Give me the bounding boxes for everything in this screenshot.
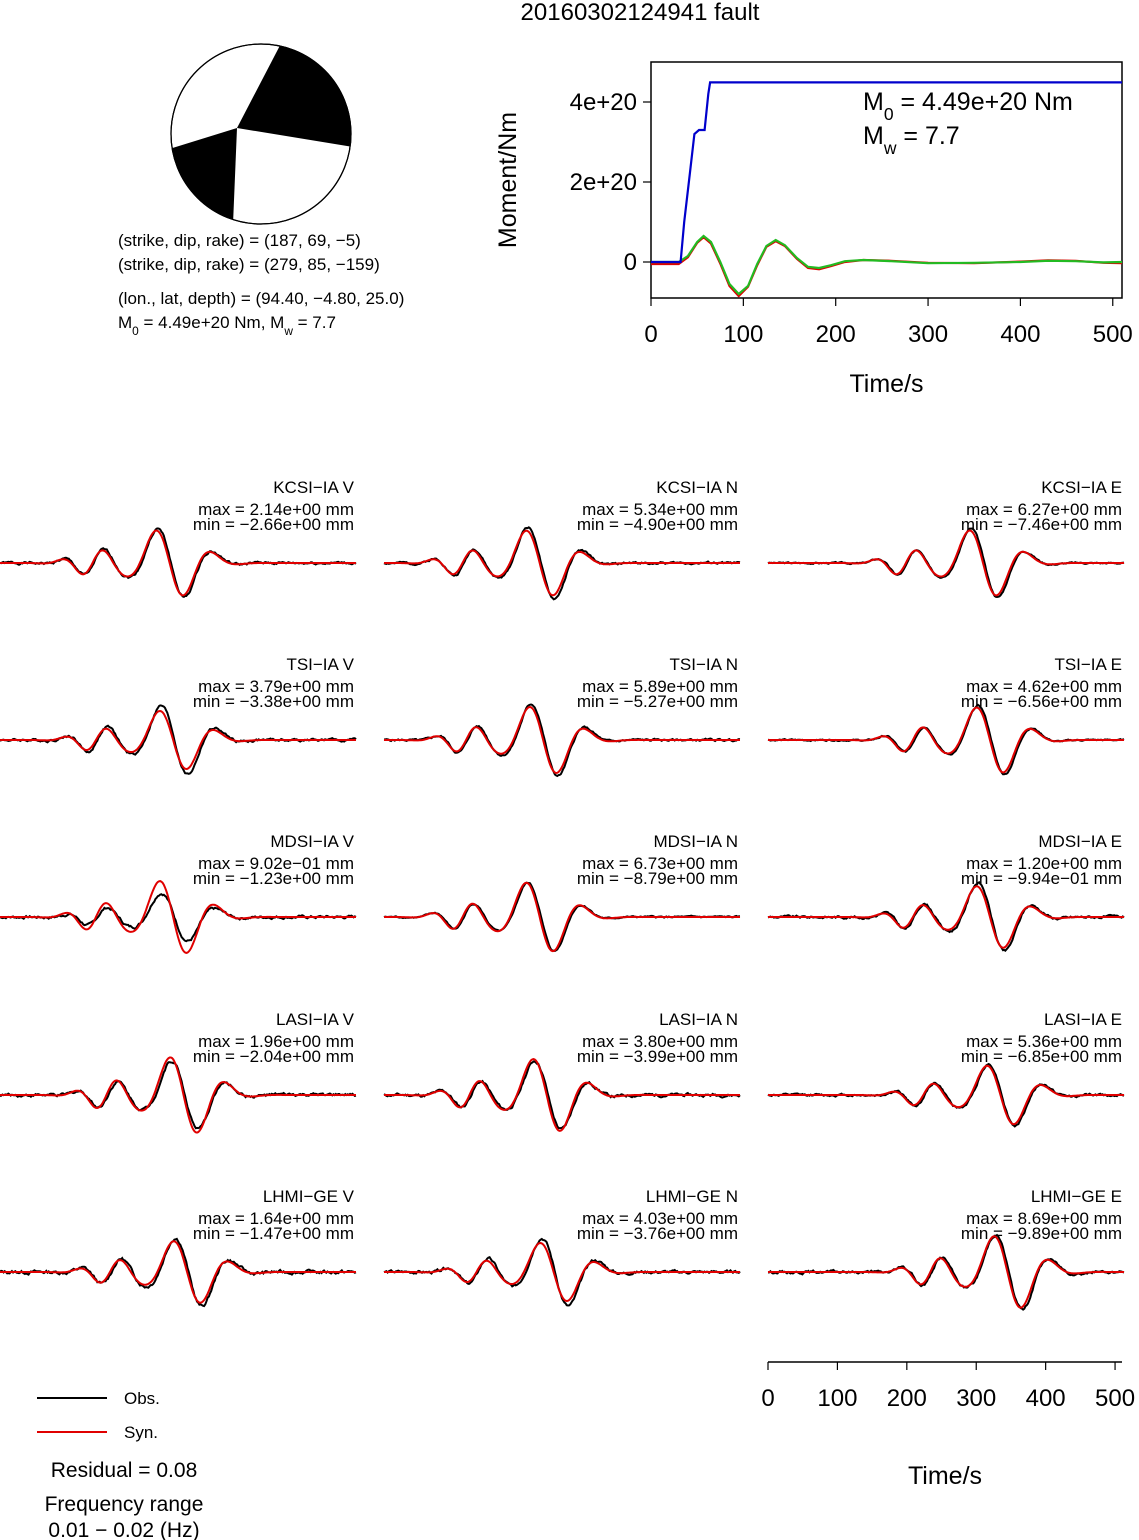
- station-label: TSI−IA V: [286, 655, 354, 674]
- moment-xtick-label: 200: [816, 321, 856, 348]
- station-label: LHMI−GE V: [263, 1187, 355, 1206]
- time-axis-tick-label: 400: [1026, 1385, 1066, 1412]
- time-axis-tick-label: 0: [761, 1385, 774, 1412]
- waveform-trace-panel: MDSI−IA Nmax = 6.73e+00 mmmin = −8.79e+0…: [384, 832, 740, 951]
- moment-xtick-label: 300: [908, 321, 948, 348]
- moment-ytick-label: 2e+20: [570, 169, 637, 196]
- synthetic-waveform: [768, 886, 1124, 948]
- station-label: MDSI−IA N: [653, 832, 738, 851]
- synthetic-waveform: [0, 1058, 356, 1133]
- trace-min-value: min = −8.79e+00 mm: [577, 869, 738, 888]
- frequency-range-value: 0.01 − 0.02 (Hz): [48, 1519, 199, 1540]
- station-label: MDSI−IA E: [1038, 832, 1122, 851]
- time-axis-tick-label: 300: [956, 1385, 996, 1412]
- station-label: MDSI−IA V: [270, 832, 354, 851]
- moment-xtick-label: 500: [1093, 321, 1133, 348]
- waveform-trace-panel: LASI−IA Emax = 5.36e+00 mmmin = −6.85e+0…: [768, 1010, 1124, 1126]
- beachball: [171, 44, 351, 224]
- legend-syn-label: Syn.: [124, 1423, 158, 1442]
- moment-series-line: [651, 236, 1122, 294]
- waveform-trace-panel: LASI−IA Vmax = 1.96e+00 mmmin = −2.04e+0…: [0, 1010, 356, 1133]
- waveform-time-axis: 0 100 200 300 400 500 Time/s: [761, 1362, 1135, 1490]
- trace-min-value: min = −6.85e+00 mm: [961, 1047, 1122, 1066]
- trace-min-value: min = −9.89e+00 mm: [961, 1224, 1122, 1243]
- waveform-trace-panel: KCSI−IA Nmax = 5.34e+00 mmmin = −4.90e+0…: [384, 478, 740, 599]
- time-axis-tick-label: 100: [817, 1385, 857, 1412]
- moment-magnitude-line: M0 = 4.49e+20 Nm, Mw = 7.7: [118, 313, 336, 338]
- time-axis-tick-label: 500: [1095, 1385, 1135, 1412]
- moment-annotation-m0: M0 = 4.49e+20 Nm: [863, 88, 1073, 124]
- waveform-trace-panel: TSI−IA Vmax = 3.79e+00 mmmin = −3.38e+00…: [0, 655, 356, 774]
- nodal-plane-2: (strike, dip, rake) = (279, 85, −159): [118, 255, 380, 274]
- synthetic-waveform: [768, 708, 1124, 773]
- station-label: LASI−IA V: [276, 1010, 355, 1029]
- trace-min-value: min = −2.66e+00 mm: [193, 515, 354, 534]
- station-label: KCSI−IA V: [273, 478, 354, 497]
- moment-annotation-mw: Mw = 7.7: [863, 122, 960, 158]
- trace-min-value: min = −6.56e+00 mm: [961, 692, 1122, 711]
- station-label: TSI−IA N: [670, 655, 739, 674]
- station-label: LHMI−GE E: [1031, 1187, 1122, 1206]
- trace-min-value: min = −4.90e+00 mm: [577, 515, 738, 534]
- moment-function-panel: 0 100 200 300 400 500 0 2e+20 4e+20 Time/s Moment/…: [494, 62, 1133, 398]
- station-label: KCSI−IA N: [656, 478, 738, 497]
- moment-xtick-label: 0: [644, 321, 657, 348]
- residual-text: Residual = 0.08: [51, 1459, 198, 1482]
- synthetic-waveform: [768, 1236, 1124, 1307]
- legend-obs-label: Obs.: [124, 1389, 160, 1408]
- time-axis-tick-label: 200: [887, 1385, 927, 1412]
- synthetic-waveform: [0, 881, 356, 953]
- moment-ytick-label: 0: [624, 249, 637, 276]
- station-label: LASI−IA N: [659, 1010, 738, 1029]
- trace-min-value: min = −2.04e+00 mm: [193, 1047, 354, 1066]
- moment-xtick-label: 400: [1000, 321, 1040, 348]
- trace-min-value: min = −7.46e+00 mm: [961, 515, 1122, 534]
- moment-ytick-label: 4e+20: [570, 89, 637, 116]
- station-label: LASI−IA E: [1044, 1010, 1122, 1029]
- trace-min-value: min = −1.47e+00 mm: [193, 1224, 354, 1243]
- station-label: LHMI−GE N: [646, 1187, 738, 1206]
- synthetic-waveform: [0, 1241, 356, 1302]
- station-label: KCSI−IA E: [1041, 478, 1122, 497]
- synthetic-waveform: [384, 1243, 740, 1301]
- legend: Obs. Syn.: [37, 1389, 160, 1442]
- trace-min-value: min = −3.38e+00 mm: [193, 692, 354, 711]
- nodal-plane-1: (strike, dip, rake) = (187, 69, −5): [118, 231, 361, 250]
- synthetic-waveform: [384, 707, 740, 773]
- moment-ylabel: Moment/Nm: [494, 112, 522, 248]
- trace-min-value: min = −1.23e+00 mm: [193, 869, 354, 888]
- figure-title: 20160302124941 fault: [521, 0, 760, 26]
- time-axis-label: Time/s: [908, 1462, 982, 1490]
- hypocenter-location: (lon., lat, depth) = (94.40, −4.80, 25.0…: [118, 289, 404, 308]
- trace-min-value: min = −5.27e+00 mm: [577, 692, 738, 711]
- synthetic-waveform: [0, 711, 356, 769]
- moment-xtick-label: 100: [723, 321, 763, 348]
- frequency-range-label: Frequency range: [45, 1493, 204, 1516]
- trace-min-value: min = −3.76e+00 mm: [577, 1224, 738, 1243]
- moment-xlabel: Time/s: [849, 370, 923, 398]
- synthetic-waveform: [768, 531, 1124, 596]
- synthetic-waveform: [384, 1059, 740, 1131]
- trace-min-value: min = −9.94e−01 mm: [961, 869, 1122, 888]
- trace-min-value: min = −3.99e+00 mm: [577, 1047, 738, 1066]
- station-label: TSI−IA E: [1054, 655, 1122, 674]
